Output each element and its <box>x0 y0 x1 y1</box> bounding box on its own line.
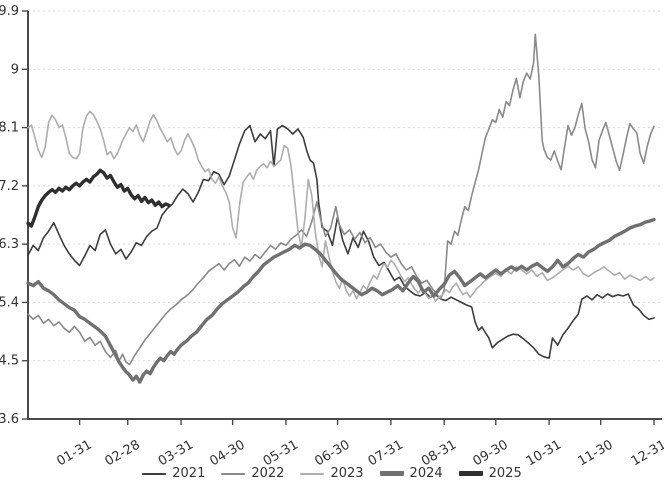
x-axis-tick-label: 04-30 <box>207 437 247 469</box>
legend-label: 2023 <box>330 466 364 481</box>
y-axis-tick-label: 5.4 <box>0 295 19 310</box>
legend-swatch-2022 <box>221 472 246 475</box>
legend-swatch-2021 <box>142 472 167 475</box>
x-axis-tick-label: 07-31 <box>366 437 406 469</box>
x-axis-tick-label: 05-31 <box>261 437 301 469</box>
x-axis-tick-label: 06-30 <box>312 437 352 469</box>
x-axis-tick-label: 02-28 <box>103 437 143 469</box>
x-axis-tick-label: 10-31 <box>524 437 564 469</box>
legend-label: 2024 <box>409 466 443 481</box>
legend-label: 2021 <box>172 466 206 481</box>
y-axis-tick-label: 7.2 <box>0 179 19 194</box>
y-axis-tick-label: 4.5 <box>0 354 19 369</box>
series-line-2024 <box>26 217 656 384</box>
legend-item-2022[interactable]: 2022 <box>221 467 284 480</box>
x-axis-tick-label: 09-30 <box>471 437 511 469</box>
y-axis-tick-label: 9.9 <box>0 4 19 19</box>
series-line-2021 <box>27 124 655 359</box>
legend-item-2025[interactable]: 2025 <box>458 466 522 481</box>
x-axis-tick-label: 01-31 <box>54 437 94 469</box>
legend-swatch-2024 <box>379 471 404 476</box>
legend-swatch-2023 <box>300 472 325 475</box>
series-line-2022 <box>27 33 655 366</box>
legend-item-2021[interactable]: 2021 <box>142 467 205 480</box>
series-line-2023 <box>27 110 655 302</box>
legend-item-2024[interactable]: 2024 <box>379 466 443 481</box>
legend-swatch-2025 <box>458 471 483 476</box>
x-axis-tick-label: 12-31 <box>629 437 664 469</box>
legend: 2021 2022 2023 2024 2025 <box>0 467 664 480</box>
legend-label: 2025 <box>488 466 522 481</box>
x-axis-tick-label: 11-30 <box>575 437 615 469</box>
y-axis-tick-label: 3.6 <box>0 412 19 427</box>
legend-label: 2022 <box>251 466 285 481</box>
y-axis-tick-label: 8.1 <box>0 121 19 136</box>
y-axis-tick-label: 6.3 <box>0 237 19 252</box>
x-axis-tick-label: 08-31 <box>419 437 459 469</box>
series-line-2025 <box>26 168 171 228</box>
legend-item-2023[interactable]: 2023 <box>300 466 364 481</box>
y-axis-tick-label: 9 <box>11 62 19 77</box>
x-axis-tick-label: 03-31 <box>156 437 196 469</box>
